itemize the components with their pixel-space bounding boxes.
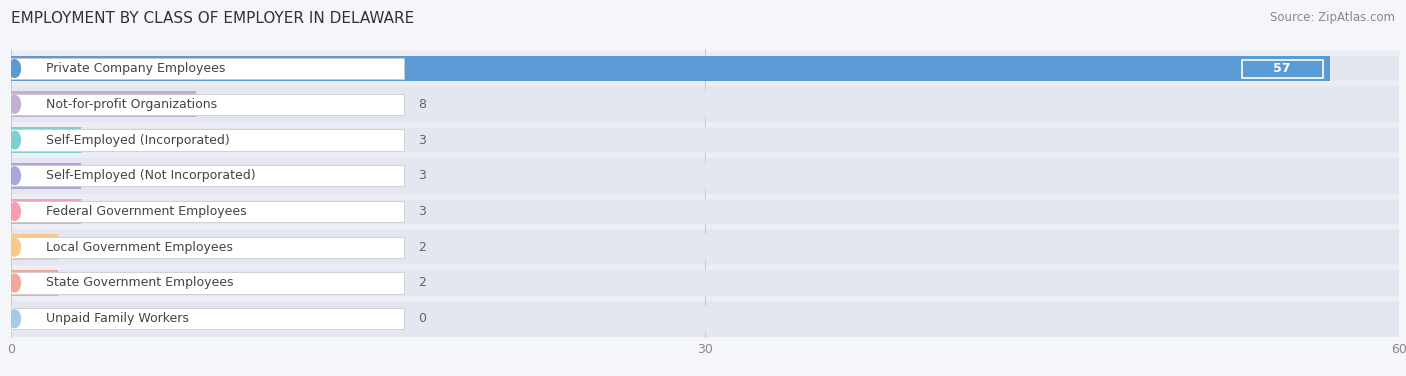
Bar <box>11 58 405 79</box>
Bar <box>11 234 58 260</box>
Text: 57: 57 <box>1274 62 1291 75</box>
Bar <box>11 158 1399 194</box>
Circle shape <box>8 131 21 149</box>
Text: Self-Employed (Incorporated): Self-Employed (Incorporated) <box>46 133 229 147</box>
Bar <box>11 91 1399 117</box>
Bar <box>11 56 1330 82</box>
Bar <box>11 127 80 153</box>
Bar <box>11 51 1399 86</box>
Bar <box>11 56 1399 82</box>
Text: Not-for-profit Organizations: Not-for-profit Organizations <box>46 98 217 111</box>
Circle shape <box>8 238 21 256</box>
Bar <box>11 86 1399 122</box>
Circle shape <box>8 310 21 327</box>
Bar <box>11 165 405 186</box>
Bar <box>11 129 405 150</box>
Bar <box>1241 59 1323 77</box>
Bar <box>11 163 1399 189</box>
Text: 2: 2 <box>419 276 426 290</box>
Bar <box>11 229 1399 265</box>
Circle shape <box>8 96 21 113</box>
Bar <box>11 94 405 115</box>
Bar <box>11 127 1399 153</box>
Text: 8: 8 <box>419 98 426 111</box>
Bar <box>11 273 405 294</box>
Text: Unpaid Family Workers: Unpaid Family Workers <box>46 312 188 325</box>
Bar <box>11 234 1399 260</box>
Bar <box>11 270 1399 296</box>
Bar <box>11 122 1399 158</box>
Bar <box>11 306 1399 332</box>
Text: Self-Employed (Not Incorporated): Self-Employed (Not Incorporated) <box>46 169 256 182</box>
Circle shape <box>8 167 21 185</box>
Text: Local Government Employees: Local Government Employees <box>46 241 233 254</box>
Text: Federal Government Employees: Federal Government Employees <box>46 205 246 218</box>
Circle shape <box>8 60 21 77</box>
Bar <box>11 194 1399 229</box>
Text: 3: 3 <box>419 169 426 182</box>
Text: 2: 2 <box>419 241 426 254</box>
Text: 0: 0 <box>419 312 426 325</box>
Bar <box>11 163 80 189</box>
Bar <box>11 308 405 329</box>
Bar <box>11 301 1399 337</box>
Bar <box>11 199 1399 224</box>
Text: EMPLOYMENT BY CLASS OF EMPLOYER IN DELAWARE: EMPLOYMENT BY CLASS OF EMPLOYER IN DELAW… <box>11 11 415 26</box>
Bar <box>11 265 1399 301</box>
Text: Source: ZipAtlas.com: Source: ZipAtlas.com <box>1270 11 1395 24</box>
Text: Private Company Employees: Private Company Employees <box>46 62 225 75</box>
Bar <box>11 199 80 224</box>
Text: 3: 3 <box>419 205 426 218</box>
Circle shape <box>8 203 21 220</box>
Text: 3: 3 <box>419 133 426 147</box>
Bar <box>11 201 405 222</box>
Circle shape <box>8 274 21 292</box>
Text: State Government Employees: State Government Employees <box>46 276 233 290</box>
Bar <box>11 270 58 296</box>
Bar <box>11 237 405 258</box>
Bar <box>11 91 197 117</box>
